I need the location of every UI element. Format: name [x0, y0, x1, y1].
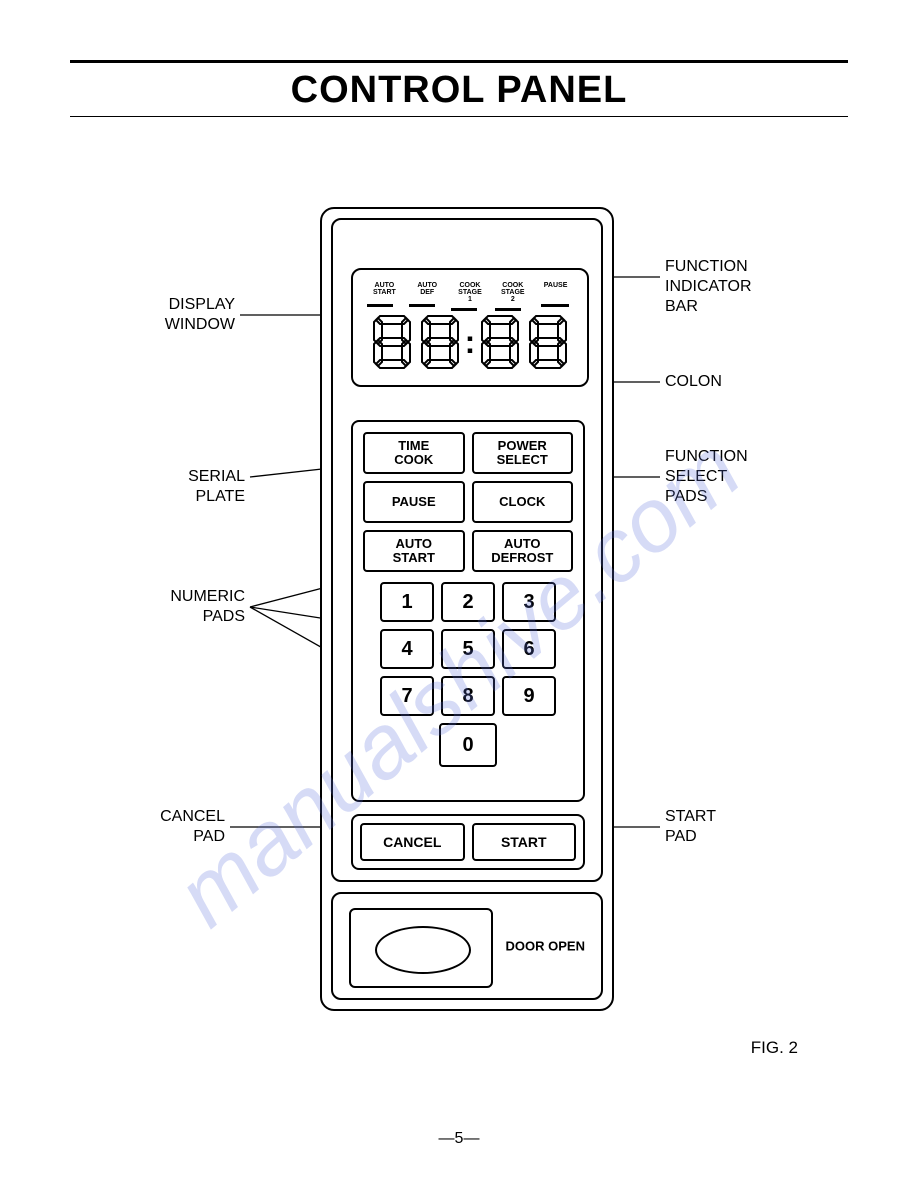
digit-icon [370, 314, 414, 370]
num-8-button[interactable]: 8 [441, 676, 495, 716]
num-7-button[interactable]: 7 [380, 676, 434, 716]
callout-serial-plate: SERIALPLATE [110, 467, 245, 507]
callout-cancel-pad: CANCELPAD [130, 807, 225, 847]
door-open-block: DOOR OPEN [331, 892, 603, 1000]
cancel-start-block: CANCEL START [351, 814, 585, 870]
oval-icon [375, 926, 471, 974]
colon-icon: : [465, 317, 476, 367]
auto-defrost-button[interactable]: AUTODEFROST [472, 530, 574, 572]
bar-icon [451, 308, 477, 311]
panel-inner: AUTOSTART AUTODEF COOKSTAGE1 COOKSTAGE2 … [331, 218, 603, 882]
control-panel: AUTOSTART AUTODEF COOKSTAGE1 COOKSTAGE2 … [320, 207, 614, 1011]
num-2-button[interactable]: 2 [441, 582, 495, 622]
seven-seg-digits: : [353, 314, 587, 370]
door-open-label: DOOR OPEN [506, 939, 585, 954]
indicator-pause: PAUSE [544, 282, 568, 289]
callout-start-pad: STARTPAD [665, 807, 765, 847]
figure-label: FIG. 2 [751, 1038, 798, 1058]
num-9-button[interactable]: 9 [502, 676, 556, 716]
num-4-button[interactable]: 4 [380, 629, 434, 669]
start-button[interactable]: START [472, 823, 577, 861]
num-1-button[interactable]: 1 [380, 582, 434, 622]
bar-icon [409, 304, 435, 307]
callout-func-indicator: FUNCTIONINDICATORBAR [665, 257, 825, 317]
num-6-button[interactable]: 6 [502, 629, 556, 669]
numeric-grid: 1 2 3 4 5 6 7 8 9 [363, 582, 573, 716]
bar-icon [541, 304, 569, 307]
indicator-cook-1: COOKSTAGE1 [458, 282, 482, 303]
cancel-button[interactable]: CANCEL [360, 823, 465, 861]
bar-icon [495, 308, 521, 311]
function-grid: TIMECOOK POWERSELECT PAUSE CLOCK AUTOSTA… [363, 432, 573, 572]
callout-display-window: DISPLAYWINDOW [120, 295, 235, 335]
zero-row: 0 [363, 723, 573, 767]
digit-icon [418, 314, 462, 370]
pause-button[interactable]: PAUSE [363, 481, 465, 523]
page: CONTROL PANEL manualshive.com [0, 0, 918, 1188]
bar-icon [367, 304, 393, 307]
auto-start-button[interactable]: AUTOSTART [363, 530, 465, 572]
top-rule [70, 60, 848, 63]
page-title: CONTROL PANEL [70, 69, 848, 112]
callout-colon: COLON [665, 372, 765, 392]
indicator-row: AUTOSTART AUTODEF COOKSTAGE1 COOKSTAGE2 … [363, 282, 577, 303]
digit-icon [526, 314, 570, 370]
callout-func-select: FUNCTIONSELECTPADS [665, 447, 785, 507]
diagram: manualshive.com DISPLAYWINDOW SERIALP [70, 177, 848, 1097]
num-3-button[interactable]: 3 [502, 582, 556, 622]
num-0-button[interactable]: 0 [439, 723, 497, 767]
num-5-button[interactable]: 5 [441, 629, 495, 669]
time-cook-button[interactable]: TIMECOOK [363, 432, 465, 474]
power-select-button[interactable]: POWERSELECT [472, 432, 574, 474]
page-number: —5— [439, 1130, 480, 1148]
title-underline [70, 116, 848, 117]
callout-numeric-pads: NUMERICPADS [130, 587, 245, 627]
digit-icon [478, 314, 522, 370]
door-open-button[interactable] [349, 908, 493, 988]
indicator-cook-2: COOKSTAGE2 [501, 282, 525, 303]
display-window: AUTOSTART AUTODEF COOKSTAGE1 COOKSTAGE2 … [351, 268, 589, 387]
function-block: TIMECOOK POWERSELECT PAUSE CLOCK AUTOSTA… [351, 420, 585, 802]
indicator-auto-def: AUTODEF [415, 282, 439, 296]
clock-button[interactable]: CLOCK [472, 481, 574, 523]
indicator-auto-start: AUTOSTART [372, 282, 396, 296]
